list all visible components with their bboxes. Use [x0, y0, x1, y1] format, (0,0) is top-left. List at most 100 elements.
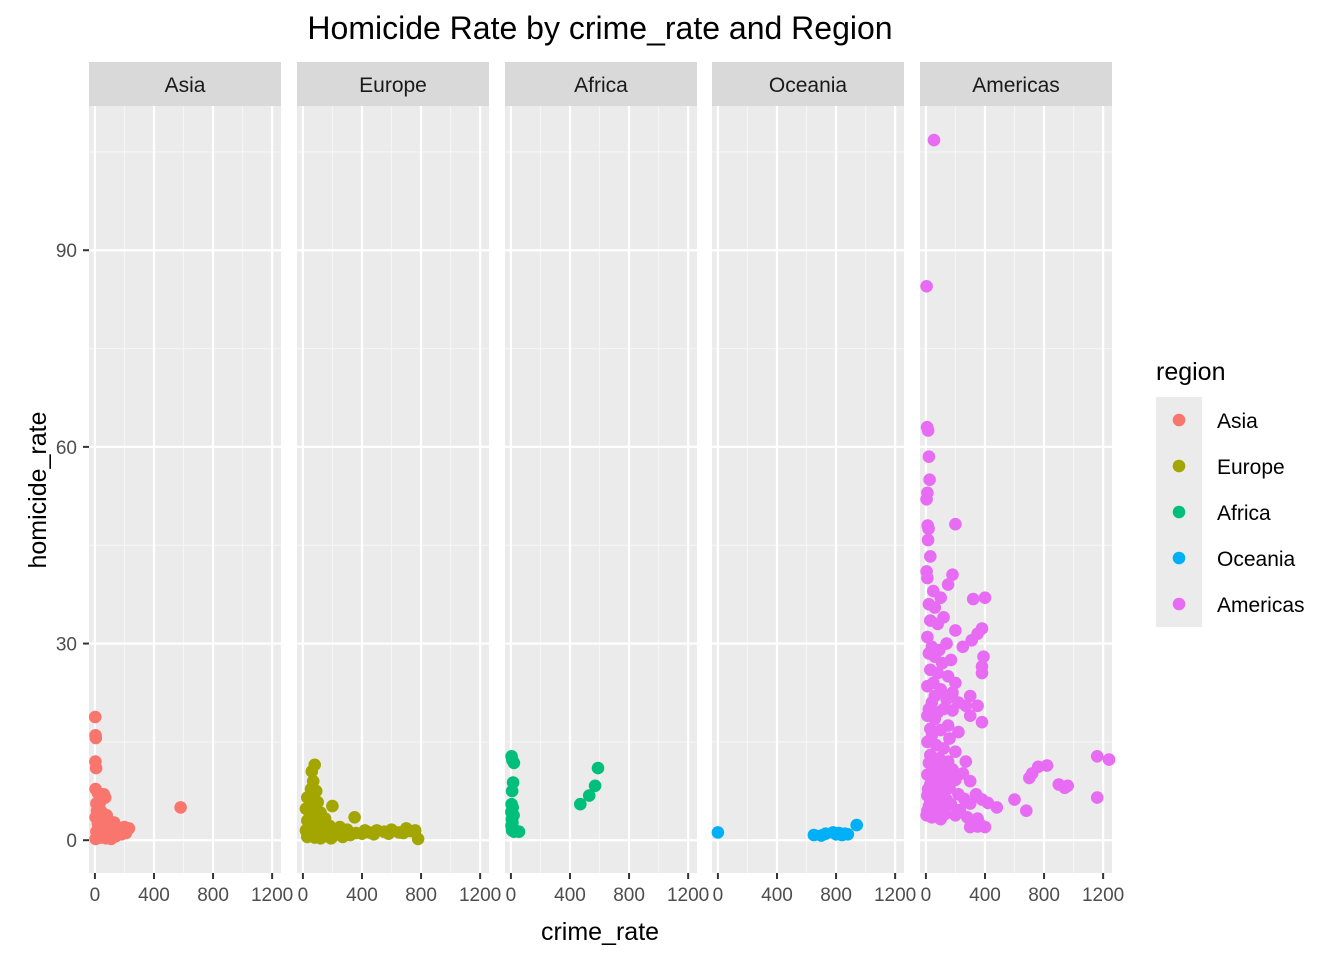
data-point — [941, 578, 955, 591]
data-point — [305, 765, 319, 778]
data-point — [355, 827, 369, 840]
facet-strip-label: Africa — [574, 74, 628, 97]
data-point — [946, 568, 959, 581]
data-point — [850, 818, 863, 832]
facet-strip-asia — [89, 62, 281, 106]
data-point — [1102, 753, 1116, 766]
series-points-asia — [88, 710, 187, 846]
series-points-americas — [920, 133, 1116, 834]
data-point — [711, 826, 725, 839]
facet-strip-label: Americas — [972, 74, 1060, 97]
data-point — [946, 704, 959, 717]
data-point — [956, 640, 970, 654]
x-tick-label: 0 — [298, 885, 309, 906]
data-point — [336, 830, 350, 844]
data-point — [937, 742, 950, 755]
data-point — [952, 725, 965, 739]
data-point — [309, 784, 323, 798]
data-point — [921, 424, 935, 437]
series-points-europe — [299, 758, 425, 846]
data-point — [921, 630, 934, 644]
y-tick-label: 0 — [66, 831, 77, 852]
data-point — [582, 789, 596, 802]
data-point — [507, 756, 521, 770]
data-point — [959, 699, 973, 713]
data-point — [922, 450, 936, 464]
data-point — [966, 592, 980, 606]
x-tick-label: 800 — [197, 885, 229, 906]
facet-strip-label: Europe — [359, 74, 427, 97]
data-point — [326, 799, 339, 813]
legend-item-oceania: Oceania — [1172, 548, 1296, 571]
x-axis-title: crime_rate — [541, 918, 659, 946]
x-tick-label: 1200 — [874, 885, 916, 906]
data-point — [920, 493, 933, 506]
x-tick-label: 800 — [405, 885, 437, 906]
data-point — [935, 656, 949, 670]
data-point — [940, 693, 953, 706]
legend-item-americas: Americas — [1172, 594, 1305, 617]
legend-key — [1172, 459, 1186, 473]
x-tick-label: 1200 — [1082, 885, 1124, 906]
data-point — [920, 280, 933, 293]
data-point — [975, 715, 989, 729]
panel-background — [920, 106, 1112, 873]
legend-key — [1172, 551, 1186, 565]
panel-background — [297, 106, 489, 873]
legend-item-asia: Asia — [1172, 410, 1258, 433]
data-point — [922, 522, 935, 536]
data-point — [946, 763, 959, 776]
x-tick-label: 0 — [90, 885, 101, 906]
data-point — [963, 689, 977, 703]
legend-key — [1172, 597, 1186, 611]
data-point — [1090, 750, 1104, 763]
series-points-africa — [505, 750, 605, 838]
data-point — [975, 666, 989, 680]
data-point — [367, 828, 381, 841]
x-tick-label: 800 — [1028, 885, 1060, 906]
data-point — [1020, 804, 1033, 817]
data-point — [512, 825, 526, 838]
data-point — [921, 571, 934, 585]
data-point — [574, 797, 587, 811]
data-point — [931, 617, 944, 631]
data-point — [977, 650, 990, 663]
data-point — [949, 745, 962, 758]
panel-background — [89, 106, 281, 873]
data-point — [397, 826, 410, 840]
facet-strip-africa — [505, 62, 697, 106]
data-point — [921, 533, 935, 547]
legend-label: Asia — [1217, 410, 1258, 433]
legend: region Asia Europe Africa Oceania Americas — [1156, 358, 1305, 627]
legend-item-africa: Africa — [1172, 502, 1271, 525]
data-point — [934, 812, 947, 826]
data-point — [943, 732, 956, 745]
data-point — [841, 828, 855, 841]
data-point — [927, 133, 941, 147]
data-point — [924, 550, 937, 563]
facet-panels: Asia 0 400 800 1200 Europe 0 400 800 1200 Africa 0 4… — [88, 62, 1124, 906]
data-point — [104, 832, 118, 846]
data-point — [1008, 793, 1021, 806]
panel-background — [712, 106, 904, 873]
x-tick-label: 400 — [346, 885, 378, 906]
x-tick-label: 800 — [613, 885, 645, 906]
data-point — [1090, 791, 1104, 804]
x-tick-label: 800 — [820, 885, 852, 906]
data-point — [965, 634, 978, 647]
legend-item-europe: Europe — [1172, 456, 1285, 479]
data-point — [89, 761, 103, 775]
data-point — [949, 517, 962, 531]
y-tick-label: 30 — [56, 635, 77, 656]
data-point — [314, 832, 327, 845]
x-tick-label: 400 — [761, 885, 793, 906]
data-point — [934, 591, 947, 604]
chart-title: Homicide Rate by crime_rate and Region — [307, 10, 892, 46]
data-point — [923, 473, 936, 487]
series-points-oceania — [711, 818, 863, 842]
facet-panel-oceania: Oceania 0 400 800 1200 — [711, 62, 916, 906]
x-tick-label: 0 — [921, 885, 932, 906]
data-point — [324, 832, 338, 845]
legend-label: Europe — [1217, 456, 1285, 479]
